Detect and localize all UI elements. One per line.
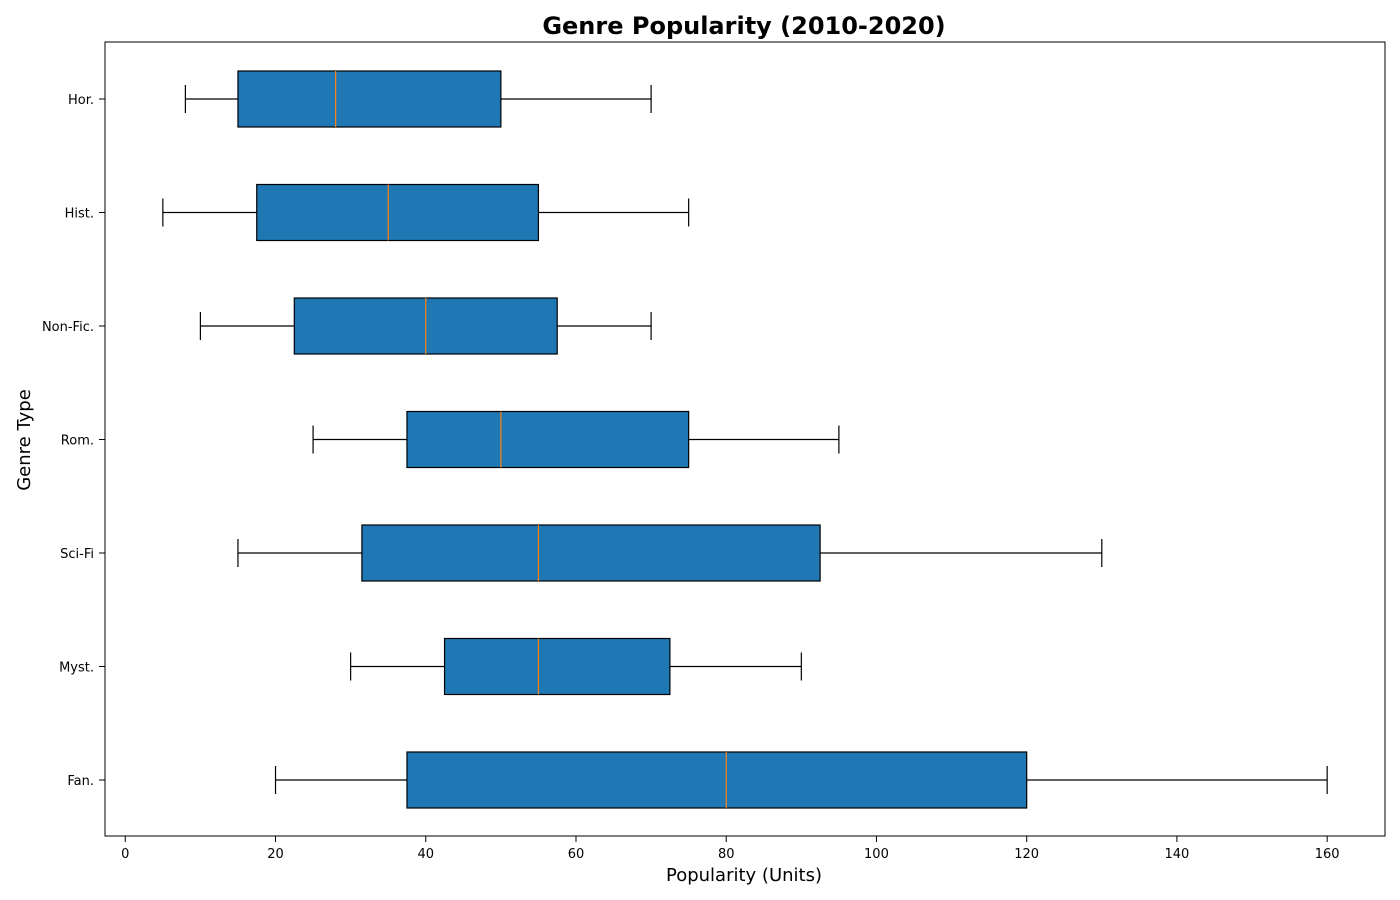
- x-tick-label: 100: [864, 847, 889, 862]
- chart-title: Genre Popularity (2010-2020): [542, 12, 945, 40]
- y-axis: Fan. Myst. Sci-Fi Rom. Non-Fic. Hist. Hor.: [42, 93, 105, 789]
- box-body: [237, 70, 502, 128]
- y-tick-label: Hor.: [68, 93, 94, 108]
- box-body: [406, 410, 690, 469]
- x-axis-label: Popularity (Units): [666, 865, 822, 886]
- box-0: [274, 751, 1328, 809]
- box-3: [312, 410, 840, 469]
- box-1: [350, 637, 802, 696]
- box-2: [237, 524, 1103, 582]
- y-tick-label: Non-Fic.: [42, 320, 94, 335]
- box-4: [199, 297, 652, 355]
- x-tick-label: 0: [121, 847, 129, 862]
- box-body: [361, 524, 821, 582]
- x-tick-label: 60: [568, 847, 585, 862]
- y-tick-label: Myst.: [59, 661, 94, 676]
- x-tick-label: 80: [718, 847, 735, 862]
- x-tick-label: 120: [1014, 847, 1039, 862]
- x-tick-label: 40: [417, 847, 434, 862]
- box-body: [406, 751, 1028, 809]
- x-tick-label: 160: [1315, 847, 1340, 862]
- y-tick-label: Rom.: [61, 434, 94, 449]
- box-6: [184, 70, 652, 128]
- y-axis-label: Genre Type: [14, 389, 35, 491]
- box-5: [162, 183, 690, 242]
- box-body: [256, 183, 540, 242]
- y-tick-label: Fan.: [67, 774, 94, 789]
- x-axis: 0 20 40 60 80 100 120 140 160: [121, 836, 1340, 862]
- box-body: [443, 637, 671, 696]
- y-tick-label: Hist.: [65, 207, 94, 222]
- x-tick-label: 140: [1165, 847, 1190, 862]
- x-tick-label: 20: [267, 847, 284, 862]
- plot-area: [162, 70, 1328, 809]
- y-tick-label: Sci-Fi: [60, 547, 94, 562]
